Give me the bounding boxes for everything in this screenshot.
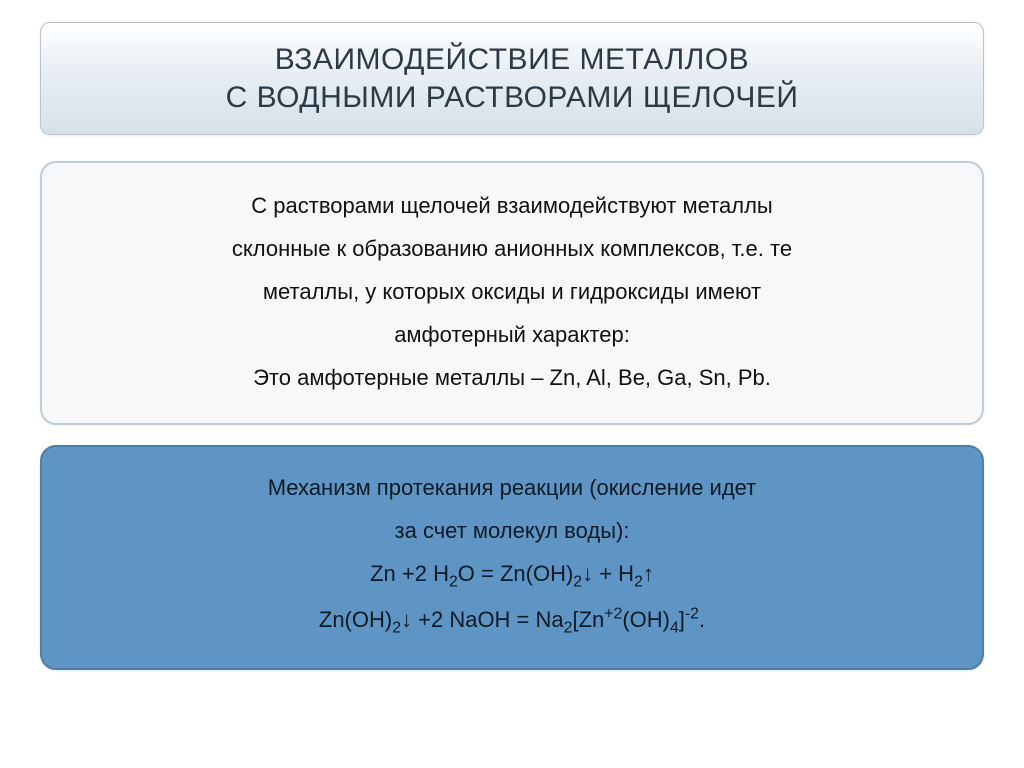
eq2-sub: 4 — [670, 619, 679, 636]
eq2-sup: +2 — [604, 605, 622, 622]
box1-line-5: Это амфотерные металлы – Zn, Al, Be, Ga,… — [72, 357, 952, 400]
eq2-part: Zn(OH) — [319, 607, 392, 632]
title-line-2: С ВОДНЫМИ РАСТВОРАМИ ЩЕЛОЧЕЙ — [71, 79, 953, 117]
box1-line-2: склонные к образованию анионных комплекс… — [72, 228, 952, 271]
eq2-part: (OH) — [622, 607, 670, 632]
eq1-sub: 2 — [634, 574, 643, 591]
content-box-2: Механизм протекания реакции (окисление и… — [40, 445, 984, 669]
box1-line-1: С растворами щелочей взаимодействуют мет… — [72, 185, 952, 228]
title-line-1: ВЗАИМОДЕЙСТВИЕ МЕТАЛЛОВ — [71, 41, 953, 79]
eq2-part: . — [699, 607, 705, 632]
eq1-sub: 2 — [573, 574, 582, 591]
eq1-sub: 2 — [449, 574, 458, 591]
eq1-part: ↓ + H — [582, 561, 634, 586]
eq2-part: ↓ +2 NaOH = Na — [401, 607, 564, 632]
eq1-part: ↑ — [643, 561, 654, 586]
box1-line-4: амфотерный характер: — [72, 314, 952, 357]
eq1-part: Zn +2 H — [370, 561, 449, 586]
title-box: ВЗАИМОДЕЙСТВИЕ МЕТАЛЛОВ С ВОДНЫМИ РАСТВО… — [40, 22, 984, 135]
content-box-1: С растворами щелочей взаимодействуют мет… — [40, 161, 984, 425]
eq2-sub: 2 — [392, 619, 401, 636]
equation-1: Zn +2 H2O = Zn(OH)2↓ + H2↑ — [72, 553, 952, 598]
box2-line-1: Механизм протекания реакции (окисление и… — [72, 467, 952, 510]
box2-line-2: за счет молекул воды): — [72, 510, 952, 553]
eq1-part: O = Zn(OH) — [458, 561, 574, 586]
box1-line-3: металлы, у которых оксиды и гидроксиды и… — [72, 271, 952, 314]
equation-2: Zn(OH)2↓ +2 NaOH = Na2[Zn+2(OH)4]-2. — [72, 599, 952, 644]
eq2-sup: -2 — [685, 605, 699, 622]
eq2-part: [Zn — [572, 607, 604, 632]
